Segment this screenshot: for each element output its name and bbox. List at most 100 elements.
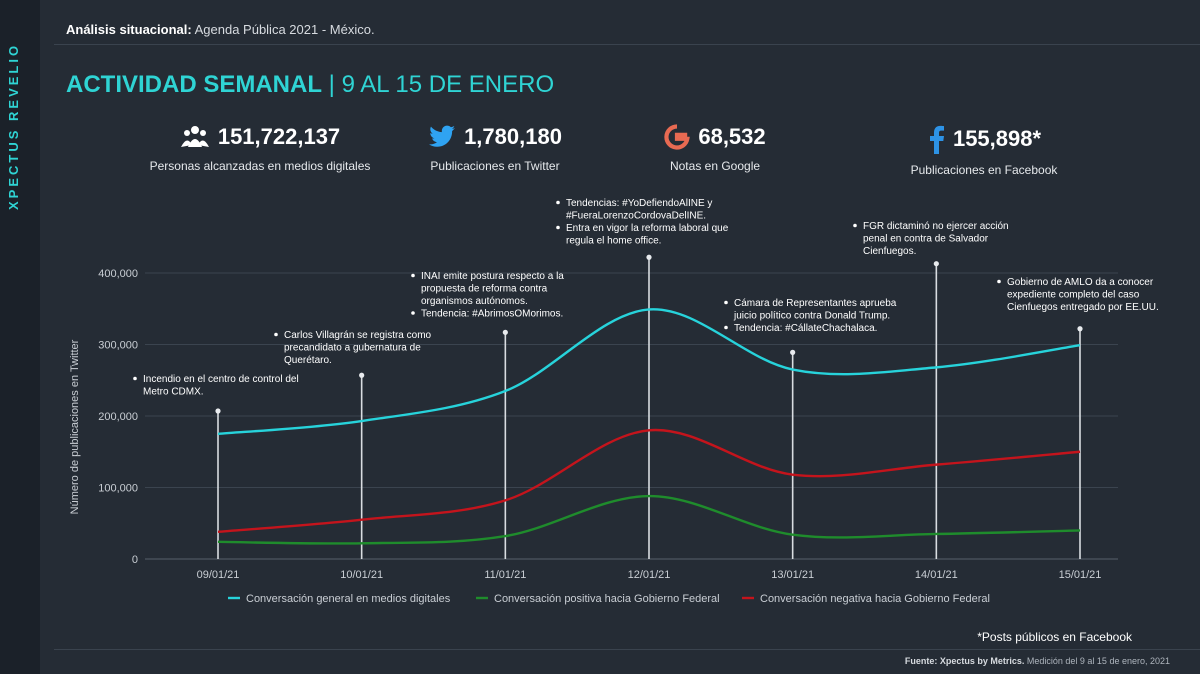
kpi-reach-label: Personas alcanzadas en medios digitales [149, 159, 371, 173]
annotation-bullet [556, 200, 560, 205]
series-line-positiva [217, 494, 1081, 545]
annotation-text: precandidato a gubernatura de [284, 343, 421, 354]
x-tick-label: 14/01/21 [915, 569, 958, 581]
kpi-google: 68,532 Notas en Google [635, 124, 795, 173]
title-separator: | [328, 71, 335, 98]
x-tick-label: 15/01/21 [1059, 569, 1102, 581]
annotation-text: expediente completo del caso [1007, 290, 1140, 301]
footer-text: Medición del 9 al 15 de enero, 2021 [1026, 656, 1170, 666]
annotation: INAI emite postura respecto a la propuest… [411, 271, 564, 320]
annotation: Tendencias: #YoDefiendoAlINE y #FueraLore… [556, 198, 729, 247]
people-icon [180, 125, 210, 149]
y-axis-label: Número de publicaciones en Twitter [69, 339, 81, 514]
annotation-point [646, 254, 652, 260]
annotation-text: regula el home office. [566, 236, 661, 247]
annotation-point [502, 329, 508, 335]
kpi-twitter-label: Publicaciones en Twitter [430, 159, 560, 173]
annotation-bullet [133, 376, 137, 381]
kpi-reach: 151,722,137 Personas alcanzadas en medio… [140, 124, 380, 173]
annotation-bullet [724, 325, 728, 330]
annotation-text: juicio político contra Donald Trump. [733, 311, 890, 322]
kpi-google-value: 68,532 [698, 124, 766, 149]
annotation-bullet [274, 332, 278, 337]
annotation-bullet [997, 279, 1001, 284]
chart-legend: Conversación general en medios digitales… [228, 593, 990, 605]
kpi-reach-value: 151,722,137 [217, 124, 341, 149]
annotation: FGR dictaminó no ejercer acción penal en … [853, 221, 1009, 257]
kpi-facebook-label: Publicaciones en Facebook [910, 163, 1058, 177]
annotation-droplines [215, 254, 1083, 559]
series-line-negativa [217, 428, 1081, 534]
annotation-text: Carlos Villagrán se registra como [284, 330, 432, 341]
annotation-bullet [411, 273, 415, 278]
annotation-bullet [556, 225, 560, 230]
facebook-footnote: *Posts públicos en Facebook [977, 630, 1132, 644]
annotation-text: Tendencia: #CállateChachalaca. [734, 323, 877, 334]
annotation: Gobierno de AMLO da a conocer expediente … [997, 277, 1159, 313]
header-divider [54, 44, 1200, 45]
footer-source: Fuente: Xpectus by Metrics. [904, 656, 1025, 666]
annotation-text: Incendio en el centro de control del [143, 374, 299, 385]
legend-label: Conversación positiva hacia Gobierno Fed… [494, 593, 720, 605]
series-line-general [217, 308, 1081, 436]
x-tick-label: 10/01/21 [340, 569, 383, 581]
y-tick-label: 0 [132, 554, 138, 566]
legend-item: Conversación negativa hacia Gobierno Fed… [742, 593, 990, 605]
y-tick-label: 300,000 [98, 340, 138, 352]
annotation-point [1077, 326, 1083, 332]
page-title: ACTIVIDAD SEMANAL | 9 AL 15 DE ENERO [66, 71, 554, 99]
annotation-text: Gobierno de AMLO da a conocer [1007, 277, 1154, 288]
x-tick-label: 09/01/21 [197, 569, 240, 581]
x-tick-label: 12/01/21 [628, 569, 671, 581]
annotation: Incendio en el centro de control del Metr… [133, 374, 299, 398]
chart-series [217, 308, 1081, 545]
sidebar: XPECTUS REVELIO [0, 0, 40, 674]
annotation: Carlos Villagrán se registra como precand… [274, 330, 432, 366]
kpi-twitter-value: 1,780,180 [464, 124, 562, 149]
annotation-bullet [724, 300, 728, 305]
footer-divider [54, 649, 1200, 650]
footer: Fuente: Xpectus by Metrics. Medición del… [905, 656, 1170, 666]
legend-label: Conversación general en medios digitales [246, 593, 451, 605]
x-tick-label: 11/01/21 [484, 569, 526, 581]
kpi-facebook: 155,898* Publicaciones en Facebook [884, 124, 1084, 177]
title-main: ACTIVIDAD SEMANAL [66, 71, 322, 98]
kpi-google-label: Notas en Google [669, 159, 761, 173]
legend-item: Conversación general en medios digitales [228, 593, 451, 605]
annotation-text: Entra en vigor la reforma laboral que [566, 223, 729, 234]
y-tick-label: 200,000 [98, 411, 138, 423]
annotation-text: FGR dictaminó no ejercer acción [863, 221, 1009, 232]
kpi-twitter: 1,780,180 Publicaciones en Twitter [400, 124, 590, 173]
y-tick-label: 100,000 [98, 483, 138, 495]
annotation-text: INAI emite postura respecto a la [421, 271, 564, 282]
annotation-text: Tendencias: #YoDefiendoAlINE y [566, 198, 712, 209]
twitter-icon [428, 125, 456, 149]
facebook-icon [927, 124, 945, 154]
y-tick-labels: 0 100,000 200,000 300,000 400,000 [98, 268, 138, 566]
header: Análisis situacional: Agenda Pública 202… [66, 22, 375, 37]
annotation-text: Querétaro. [284, 355, 332, 366]
header-text: Agenda Pública 2021 - México. [194, 22, 375, 37]
y-tick-label: 400,000 [98, 268, 138, 280]
event-annotations: Incendio en el centro de control del Metr… [133, 198, 1159, 398]
annotation-text: Metro CDMX. [143, 387, 204, 398]
legend-item: Conversación positiva hacia Gobierno Fed… [476, 593, 720, 605]
annotation-text: Cienfuegos entregado por EE.UU. [1007, 302, 1159, 313]
annotation-text: organismos autónomos. [421, 296, 528, 307]
annotation-text: Cienfuegos. [863, 246, 916, 257]
annotation-point [359, 372, 365, 378]
annotation-text: propuesta de reforma contra [421, 284, 548, 295]
annotation-text: Cámara de Representantes aprueba [734, 298, 897, 309]
annotation-point [215, 408, 221, 414]
title-range: 9 AL 15 DE ENERO [341, 71, 555, 98]
annotation-point [933, 261, 939, 267]
annotation-bullet [411, 311, 415, 315]
annotation-bullet [853, 223, 857, 228]
annotation-text: penal en contra de Salvador [863, 234, 989, 245]
x-tick-label: 13/01/21 [771, 569, 814, 581]
chart-gridlines [145, 272, 1118, 560]
header-label: Análisis situacional: [66, 22, 192, 37]
annotation-point [790, 349, 796, 355]
google-icon [664, 124, 691, 150]
